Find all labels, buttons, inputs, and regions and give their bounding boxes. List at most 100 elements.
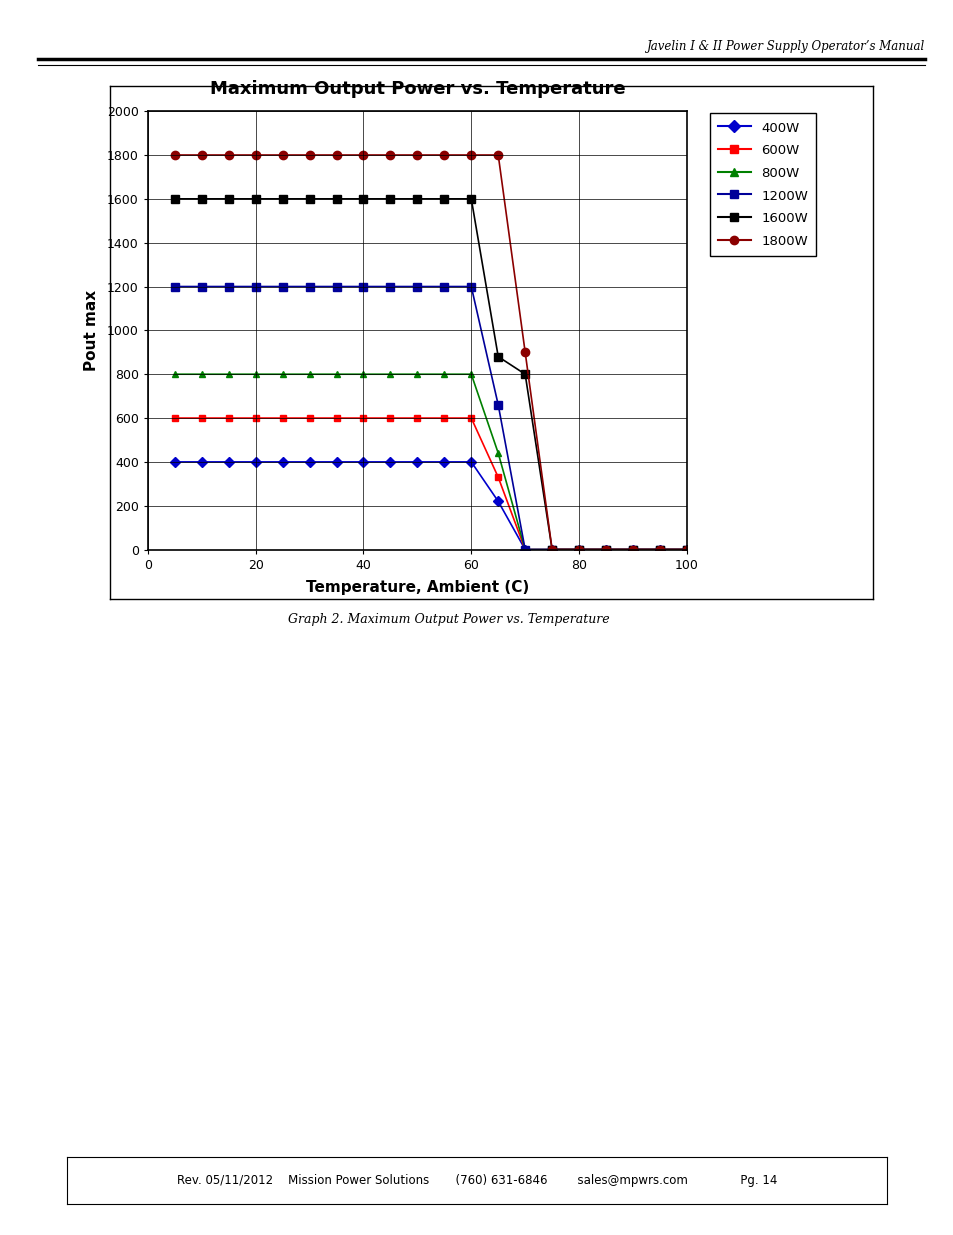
1200W [518,542,530,557]
1600W [384,191,395,206]
600W [331,410,342,425]
1600W [680,542,692,557]
1800W [573,542,584,557]
400W [518,542,530,557]
600W [357,410,369,425]
600W [384,410,395,425]
1200W [223,279,234,294]
600W [303,410,314,425]
1200W [303,279,314,294]
1200W [680,542,692,557]
1600W [331,191,342,206]
600W [492,469,503,484]
1800W [438,147,450,162]
400W [492,494,503,509]
Y-axis label: Pout max: Pout max [84,290,98,370]
Line: 600W: 600W [172,415,690,553]
800W [438,367,450,382]
1800W [465,147,476,162]
800W [331,367,342,382]
800W [357,367,369,382]
1600W [357,191,369,206]
X-axis label: Temperature, Ambient (C): Temperature, Ambient (C) [305,580,529,595]
1800W [276,147,288,162]
Line: 1600W: 1600W [171,195,690,553]
1600W [438,191,450,206]
600W [223,410,234,425]
400W [599,542,611,557]
1200W [411,279,422,294]
600W [195,410,207,425]
800W [276,367,288,382]
600W [573,542,584,557]
1200W [492,398,503,412]
1200W [276,279,288,294]
1200W [438,279,450,294]
1200W [546,542,558,557]
1600W [465,191,476,206]
600W [250,410,261,425]
400W [465,454,476,469]
Text: Javelin I & II Power Supply Operator’s Manual: Javelin I & II Power Supply Operator’s M… [646,41,924,53]
Line: 800W: 800W [172,370,690,553]
1600W [169,191,180,206]
800W [465,367,476,382]
1200W [626,542,638,557]
400W [357,454,369,469]
1200W [654,542,665,557]
1800W [599,542,611,557]
400W [223,454,234,469]
1200W [331,279,342,294]
400W [195,454,207,469]
1600W [599,542,611,557]
1600W [250,191,261,206]
800W [223,367,234,382]
400W [331,454,342,469]
400W [411,454,422,469]
1200W [169,279,180,294]
1800W [357,147,369,162]
1600W [223,191,234,206]
Line: 400W: 400W [172,458,690,553]
400W [384,454,395,469]
1600W [195,191,207,206]
400W [438,454,450,469]
1600W [303,191,314,206]
1800W [546,542,558,557]
1800W [331,147,342,162]
800W [626,542,638,557]
400W [276,454,288,469]
800W [546,542,558,557]
600W [438,410,450,425]
400W [654,542,665,557]
800W [654,542,665,557]
1800W [626,542,638,557]
1600W [573,542,584,557]
1200W [465,279,476,294]
800W [384,367,395,382]
800W [303,367,314,382]
1200W [195,279,207,294]
800W [250,367,261,382]
600W [626,542,638,557]
600W [518,542,530,557]
1800W [250,147,261,162]
800W [680,542,692,557]
400W [250,454,261,469]
800W [518,542,530,557]
600W [546,542,558,557]
1800W [654,542,665,557]
1200W [384,279,395,294]
1600W [654,542,665,557]
1800W [384,147,395,162]
Text: Graph 2. Maximum Output Power vs. Temperature: Graph 2. Maximum Output Power vs. Temper… [287,613,609,626]
1800W [303,147,314,162]
400W [626,542,638,557]
1600W [492,350,503,364]
1200W [599,542,611,557]
1200W [357,279,369,294]
1200W [573,542,584,557]
600W [599,542,611,557]
600W [169,410,180,425]
400W [546,542,558,557]
